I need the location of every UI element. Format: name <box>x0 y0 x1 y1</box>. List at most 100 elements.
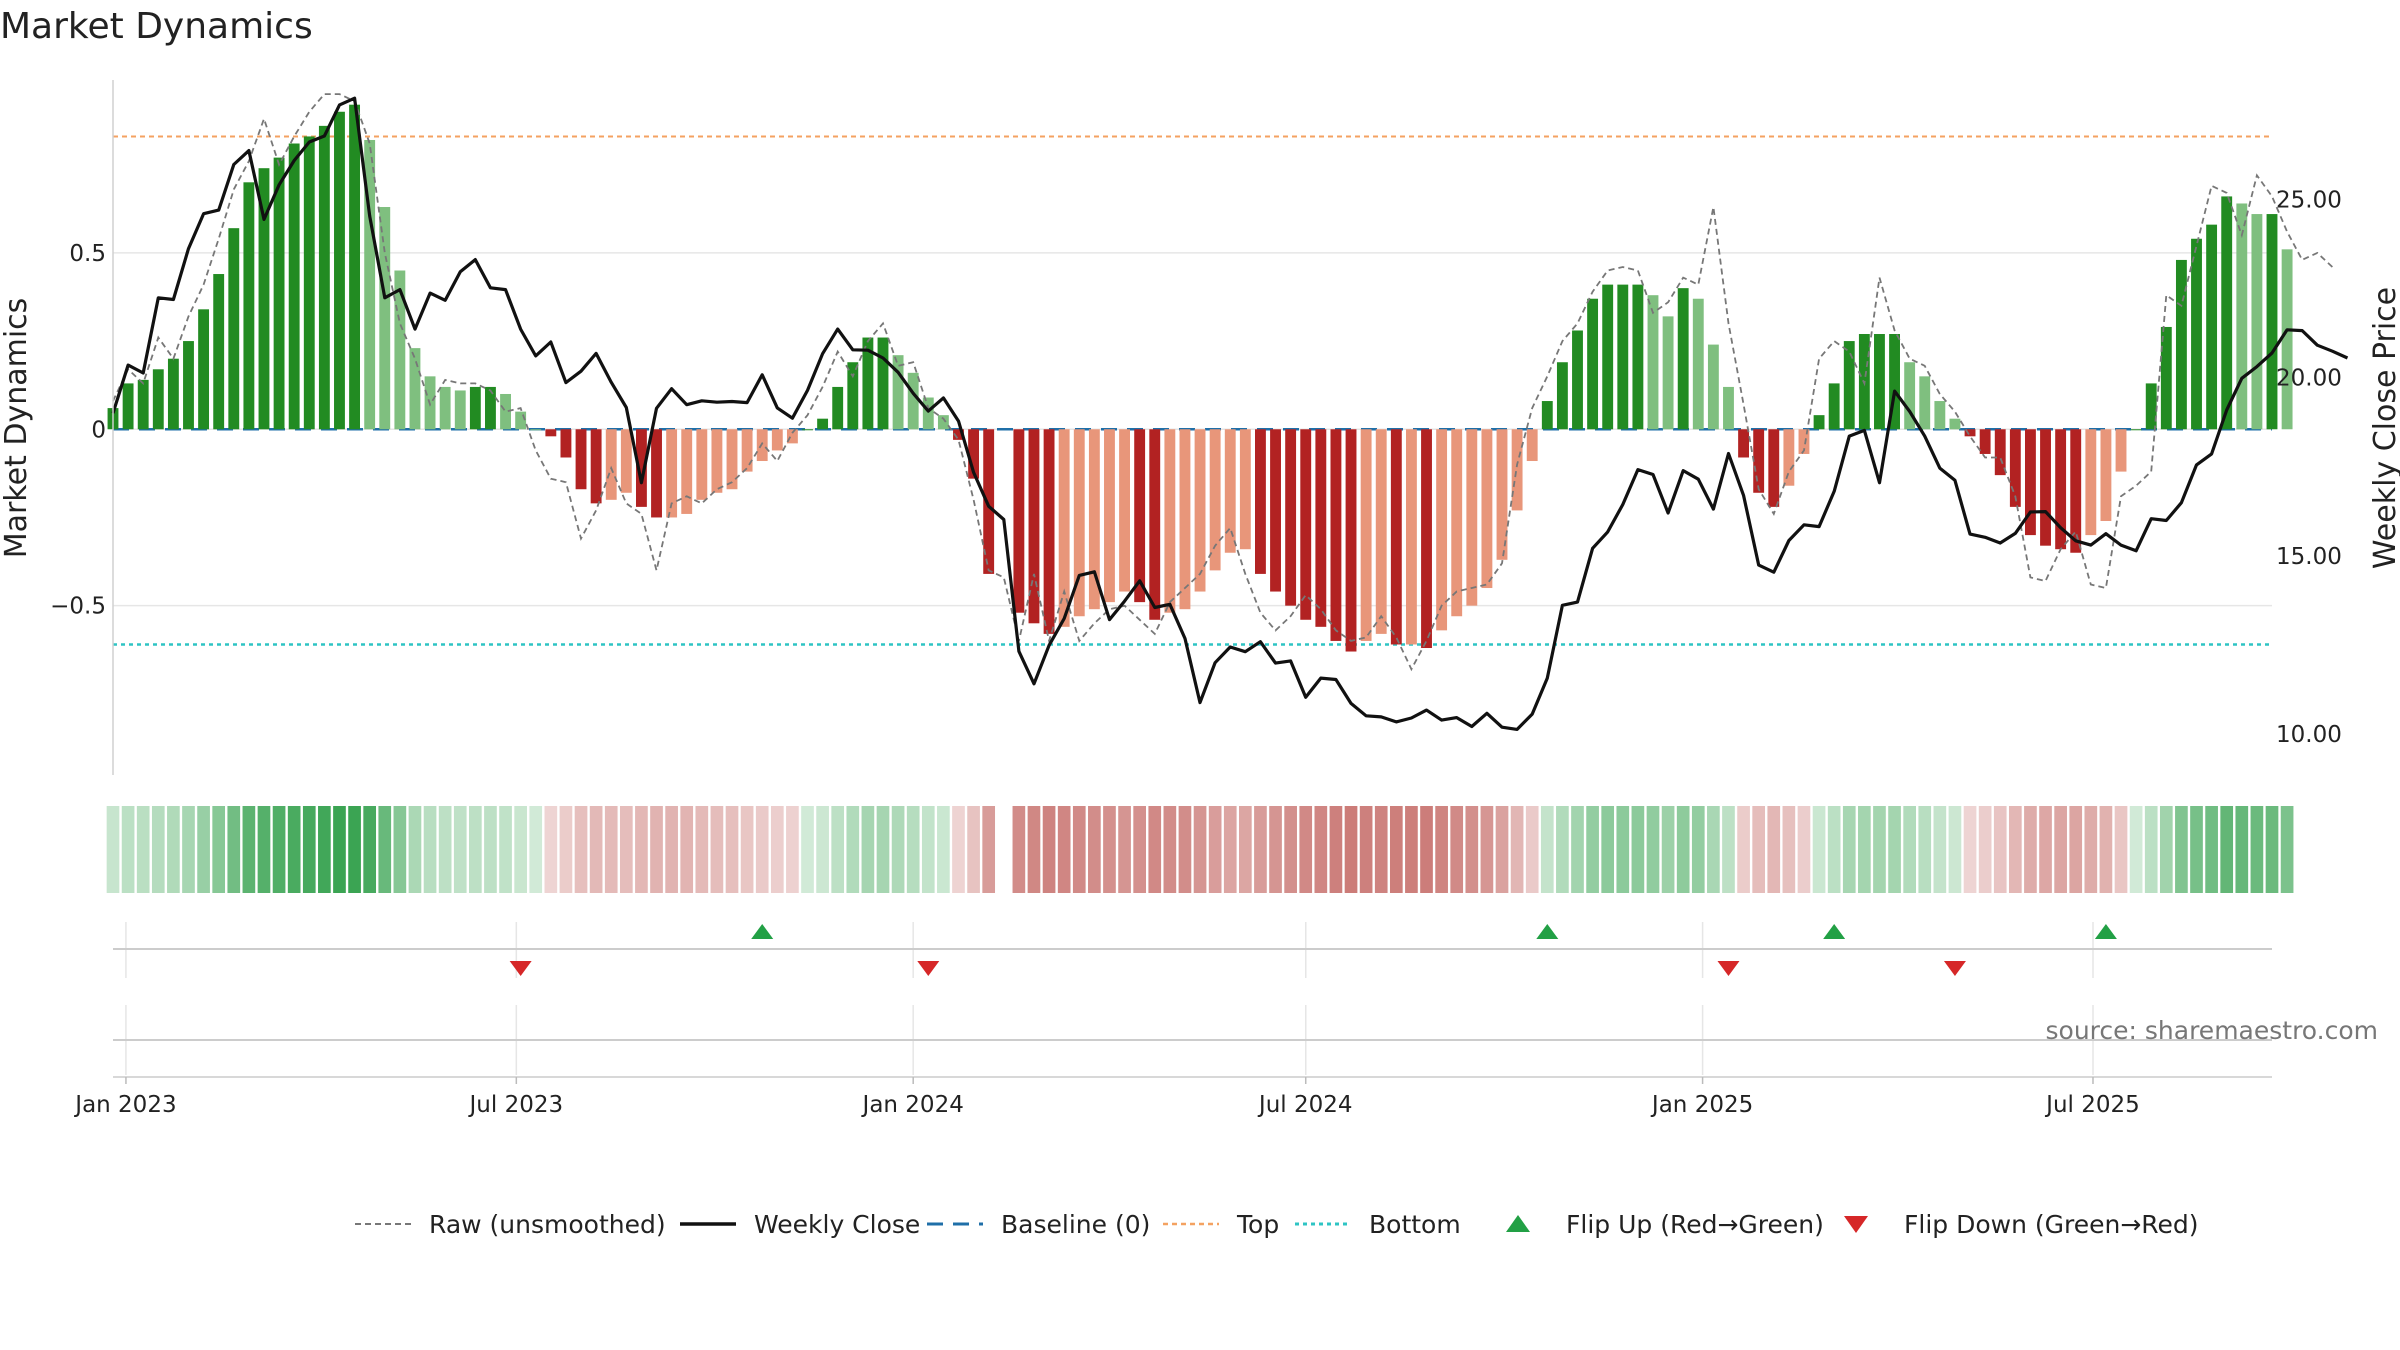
dynamics-bar <box>334 111 345 430</box>
heat-cell <box>604 806 618 893</box>
dynamics-bar <box>953 429 964 440</box>
heat-cell <box>2008 806 2022 893</box>
dynamics-bar <box>1647 295 1659 430</box>
heat-cell <box>1782 806 1796 893</box>
dynamics-bar <box>2040 429 2051 546</box>
heat-cell <box>1133 806 1146 893</box>
dynamics-bar <box>500 393 511 430</box>
x-tick-label: Jul 2025 <box>2044 1092 2140 1118</box>
dynamics-bar <box>1677 288 1689 430</box>
dynamics-bar <box>2100 429 2112 521</box>
heat-cell <box>967 806 980 893</box>
dynamics-bar <box>545 429 557 437</box>
heat-cell <box>363 806 377 893</box>
heat-cell <box>227 806 241 893</box>
dynamics-bar <box>1481 429 1493 589</box>
dynamics-bar <box>1119 429 1130 592</box>
dynamics-bar <box>469 386 481 430</box>
legend-label: Flip Up (Red→Green) <box>1566 1210 1824 1239</box>
heat-cell <box>1359 806 1373 893</box>
heat-cell <box>1314 806 1328 893</box>
heat-cell <box>2069 806 2083 893</box>
dynamics-bar <box>2130 429 2142 431</box>
heat-cell <box>1601 806 1615 893</box>
dynamics-bar <box>983 429 995 574</box>
heat-cell <box>1329 806 1343 893</box>
dynamics-bar <box>741 429 753 472</box>
legend-swatch-flip-up <box>1506 1215 1530 1232</box>
dynamics-bar <box>1164 429 1176 613</box>
heat-cell <box>348 806 361 893</box>
heat-cell <box>1480 806 1494 893</box>
dynamics-bar <box>711 429 723 493</box>
dynamics-bar <box>1541 401 1553 430</box>
flip-up-marker <box>2094 924 2117 939</box>
heat-cell <box>1344 806 1358 893</box>
heat-cell <box>952 806 965 893</box>
dynamics-bar <box>817 418 829 430</box>
dynamics-bar <box>907 372 919 430</box>
heat-cell <box>212 806 226 893</box>
dynamics-bar <box>1889 334 1900 430</box>
legend-item-flip_down: Flip Down (Green→Red) <box>1844 1210 2199 1239</box>
dynamics-bar <box>137 379 149 430</box>
legend-item-top: Top <box>1163 1210 1279 1239</box>
heat-cell <box>1495 806 1509 893</box>
heat-cell <box>514 806 527 893</box>
legend-item-close: Weekly Close <box>680 1210 920 1239</box>
heat-cell <box>1918 806 1932 893</box>
heat-cell <box>1978 806 1992 893</box>
dynamics-bar <box>1270 429 1281 592</box>
flip-up-marker <box>1823 924 1846 939</box>
heat-cell <box>2265 806 2279 893</box>
x-tick-label: Jul 2023 <box>468 1092 564 1118</box>
legend: Raw (unsmoothed) Weekly Close Baseline (0)… <box>355 1210 2199 1239</box>
dynamics-bar <box>1360 429 1372 641</box>
dynamics-bar <box>1602 284 1614 430</box>
flip-down-marker <box>1943 961 1966 976</box>
dynamics-bar <box>877 337 889 430</box>
dynamics-bar <box>756 429 768 462</box>
legend-swatch-flip-down <box>1844 1216 1868 1233</box>
dynamics-bar <box>726 429 738 490</box>
dynamics-bar <box>122 383 134 430</box>
heat-cell <box>619 806 633 893</box>
dynamics-bar <box>1904 362 1916 430</box>
heat-cell <box>1903 806 1916 893</box>
dynamics-bar <box>2055 429 2067 550</box>
dynamics-bar <box>2251 214 2263 430</box>
heat-cell <box>257 806 271 893</box>
dynamics-bar <box>2085 429 2097 536</box>
close-series <box>111 96 2349 732</box>
raw-series <box>112 93 2334 672</box>
dynamics-bar <box>1179 429 1191 610</box>
heat-cell <box>650 806 663 893</box>
dynamics-bar <box>1798 429 1810 454</box>
heat-cell <box>1812 806 1826 893</box>
dynamics-bar <box>2206 224 2218 430</box>
heat-cell <box>2114 806 2128 893</box>
axes: 0.5 0 −0.5 25.00 20.00 15.00 10.00 Jan 2023 Jul … <box>50 80 2342 1118</box>
heat-cell <box>1873 806 1886 893</box>
source-credit: source: sharemaestro.com <box>2046 1016 2379 1045</box>
heat-cell <box>1103 806 1116 893</box>
heat-cell <box>589 806 603 893</box>
heat-cell <box>1223 806 1237 893</box>
heat-cell <box>1450 806 1464 893</box>
heat-cell <box>1933 806 1947 893</box>
dynamics-bar <box>454 390 466 430</box>
dynamics-bar <box>1390 429 1402 645</box>
heat-cell <box>816 806 829 893</box>
heat-cell <box>1420 806 1433 893</box>
dynamics-bar <box>2024 429 2036 536</box>
heat-cell <box>770 806 784 893</box>
dynamics-bar <box>1511 429 1523 511</box>
dynamics-bar <box>1073 429 1085 617</box>
dynamics-bar <box>2145 383 2157 430</box>
heat-cell <box>695 806 709 893</box>
chart-title: Market Dynamics <box>0 6 313 47</box>
heat-cell <box>484 806 497 893</box>
heat-cell <box>755 806 769 893</box>
heat-cell <box>121 806 135 893</box>
